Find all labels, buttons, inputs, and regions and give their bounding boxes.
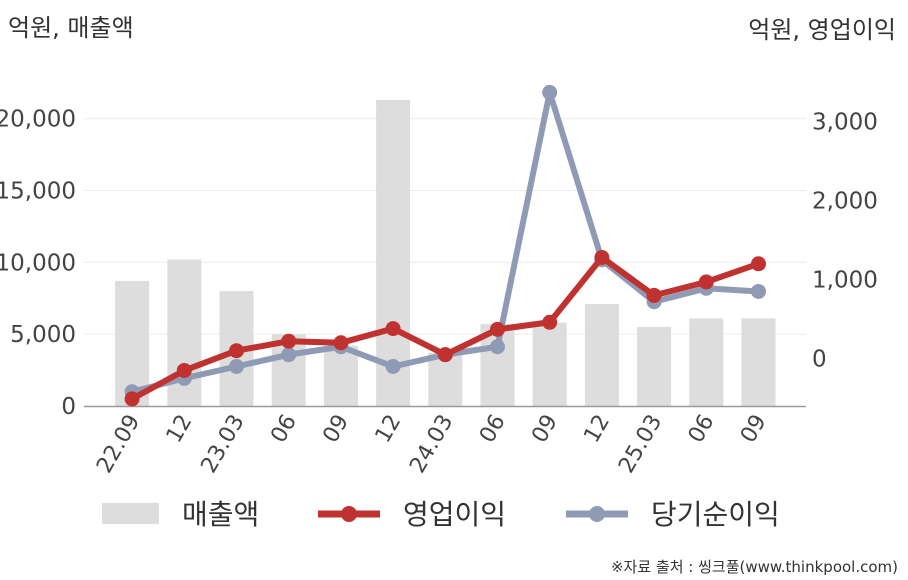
operating-profit-point	[646, 287, 662, 303]
net-income-point	[281, 347, 297, 363]
right-tick-label: 2,000	[812, 189, 878, 215]
operating-profit-point	[542, 314, 558, 330]
net-income-point	[542, 84, 558, 100]
left-axis-unit: 억원, 매출액	[8, 14, 134, 42]
revenue-bar	[532, 322, 567, 406]
revenue-bar	[323, 345, 358, 406]
legend-swatch-revenue	[102, 503, 159, 524]
x-tick-label: 09	[736, 411, 772, 448]
right-tick-label: 3,000	[812, 110, 878, 136]
legend-label-net-income: 당기순이익	[651, 498, 780, 531]
legend-label-revenue: 매출액	[182, 498, 259, 531]
operating-profit-point	[124, 391, 140, 407]
operating-profit-point	[437, 347, 453, 363]
source-note: ※자료 출처 : 씽크풀(www.thinkpool.com)	[611, 558, 898, 576]
operating-profit-point	[698, 274, 714, 290]
x-tick-label: 22.09	[92, 411, 145, 478]
right-axis-ticks: 0 1,000 2,000 3,000	[812, 110, 878, 373]
legend-label-operating-profit: 영업이익	[403, 498, 506, 531]
gridlines	[84, 118, 806, 335]
x-tick-label: 25.03	[614, 411, 667, 478]
left-tick-label: 0	[61, 394, 76, 420]
right-axis-unit: 억원, 영업이익	[748, 16, 896, 44]
x-tick-label: 12	[371, 411, 407, 448]
operating-profit-point	[333, 335, 349, 351]
x-tick-label: 06	[266, 411, 302, 448]
x-tick-label: 23.03	[197, 411, 250, 478]
net-income-point	[229, 359, 244, 374]
legend-marker-net-income	[589, 506, 605, 522]
revenue-bar	[584, 304, 619, 406]
operating-profit-point	[281, 333, 297, 349]
operating-profit-point	[594, 249, 610, 265]
left-tick-label: 20,000	[0, 107, 76, 133]
legend-marker-operating-profit	[341, 506, 357, 522]
x-tick-label: 09	[527, 411, 563, 448]
revenue-bar	[689, 318, 724, 406]
left-tick-label: 15,000	[0, 179, 76, 205]
revenue-bar	[376, 100, 411, 407]
x-tick-label: 09	[318, 411, 354, 448]
left-tick-label: 10,000	[0, 250, 76, 276]
x-tick-label: 12	[579, 411, 615, 448]
revenue-bar	[741, 318, 776, 406]
left-tick-label: 5,000	[10, 322, 76, 348]
x-axis-ticks: 22.09 12 23.03 06 09 12 24.03 06 09 12 25.03 06 09	[92, 411, 772, 478]
operating-profit-point	[490, 321, 505, 337]
net-income-point	[490, 339, 505, 355]
net-income-point	[385, 359, 401, 374]
right-tick-label: 1,000	[812, 268, 878, 294]
x-tick-label: 06	[684, 411, 720, 448]
x-tick-label: 24.03	[405, 411, 458, 478]
operating-profit-point	[751, 256, 766, 272]
operating-profit-point	[176, 362, 192, 378]
x-tick-label: 06	[475, 411, 511, 448]
operating-profit-point	[229, 343, 244, 359]
legend: 매출액 영업이익 당기순이익	[102, 498, 780, 531]
x-tick-label: 12	[162, 411, 198, 448]
operating-profit-point	[385, 321, 401, 337]
profit-lines	[124, 84, 766, 407]
net-income-point	[751, 283, 766, 299]
left-axis-ticks: 0 5,000 10,000 15,000 20,000	[0, 107, 76, 420]
revenue-bar	[637, 327, 672, 406]
right-tick-label: 0	[812, 347, 827, 373]
